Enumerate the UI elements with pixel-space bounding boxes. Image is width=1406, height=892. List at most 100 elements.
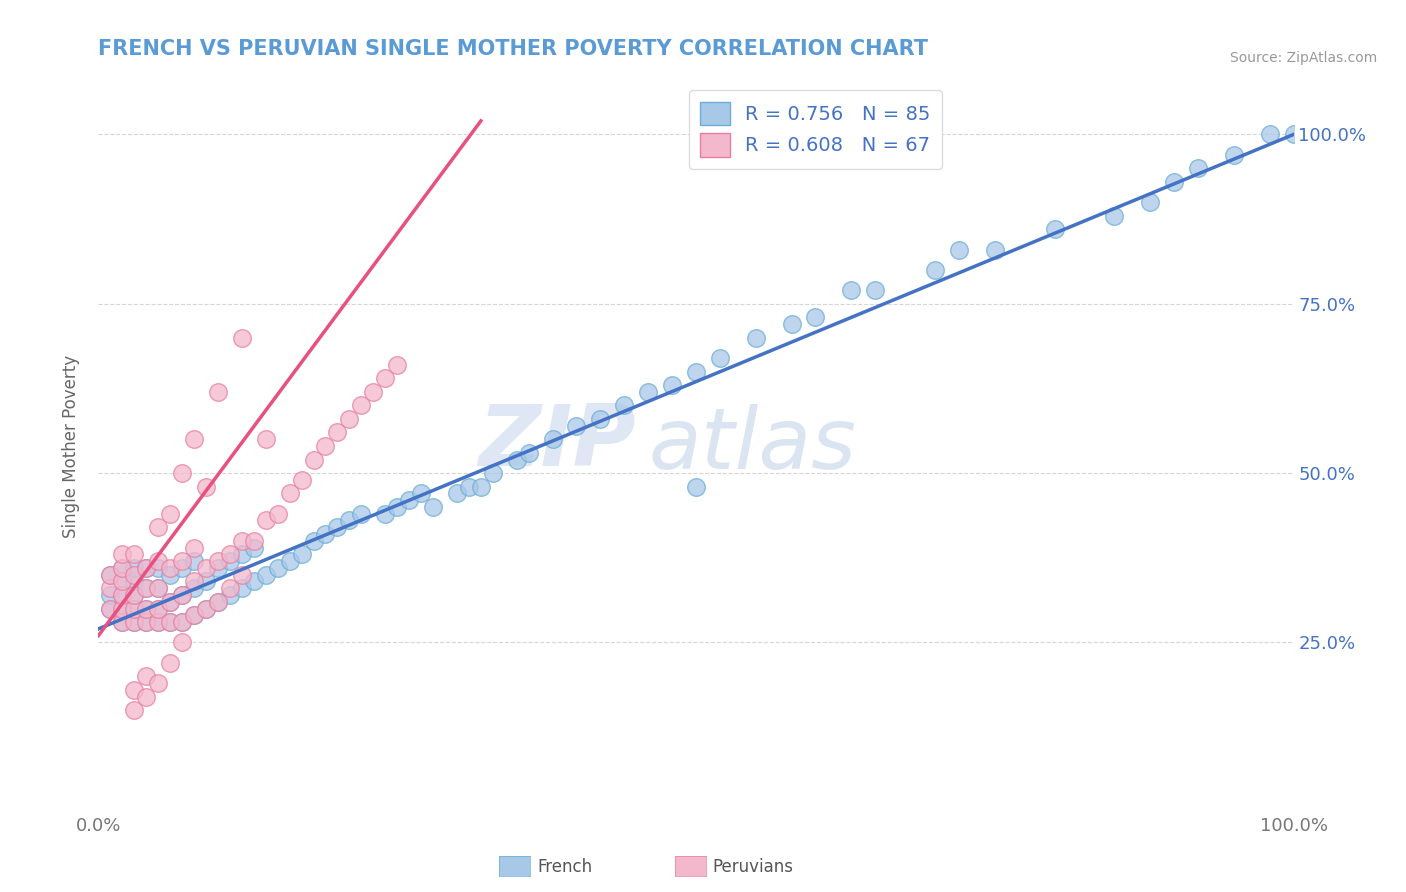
Point [148,561,170,575]
Point [135,690,157,704]
Point [745,331,768,345]
Point [685,364,707,378]
Point [135,601,157,615]
Point [841,283,863,297]
Point [207,595,229,609]
Point [195,574,218,589]
Point [350,398,373,412]
Point [111,615,134,629]
Point [254,514,277,528]
Point [135,581,157,595]
Point [111,601,134,615]
Point [124,682,146,697]
Point [231,547,253,561]
Text: Peruvians: Peruvians [713,858,794,876]
Point [124,567,146,582]
Point [183,574,205,589]
Point [135,581,157,595]
Point [924,263,946,277]
Point [124,601,146,615]
Point [219,581,242,595]
Point [159,567,181,582]
Point [135,615,157,629]
Point [350,507,373,521]
Point [111,601,134,615]
Point [589,412,612,426]
Point [243,533,266,548]
Point [267,561,290,575]
Point [135,561,157,575]
Point [159,507,181,521]
Point [278,554,301,568]
Point [183,541,205,555]
Point [135,561,157,575]
Point [124,615,146,629]
Point [517,446,540,460]
Point [1258,128,1281,142]
Point [865,283,887,297]
Point [984,243,1007,257]
Point [111,615,134,629]
Point [267,507,290,521]
Point [374,507,396,521]
Point [446,486,468,500]
Point [541,432,564,446]
Point [565,418,588,433]
Point [243,574,266,589]
Point [219,547,242,561]
Text: Source: ZipAtlas.com: Source: ZipAtlas.com [1230,51,1378,65]
Point [172,588,194,602]
Point [135,601,157,615]
Point [339,412,361,426]
Point [1139,195,1161,210]
Point [363,384,385,399]
Point [1163,175,1185,189]
Point [183,432,205,446]
Point [98,581,122,595]
Point [207,384,229,399]
Point [339,514,361,528]
Point [195,561,218,575]
Point [148,615,170,629]
Point [135,615,157,629]
Point [172,588,194,602]
Point [111,588,134,602]
Point [291,473,314,487]
Point [172,635,194,649]
Point [374,371,396,385]
Text: atlas: atlas [648,404,856,488]
Point [1104,209,1126,223]
Point [159,595,181,609]
Point [326,520,349,534]
Point [219,588,242,602]
Point [148,520,170,534]
Legend: R = 0.756   N = 85, R = 0.608   N = 67: R = 0.756 N = 85, R = 0.608 N = 67 [689,90,942,169]
Point [243,541,266,555]
Text: FRENCH VS PERUVIAN SINGLE MOTHER POVERTY CORRELATION CHART: FRENCH VS PERUVIAN SINGLE MOTHER POVERTY… [98,39,928,59]
Point [1187,161,1209,176]
Point [148,676,170,690]
Point [172,615,194,629]
Point [948,243,970,257]
Point [685,480,707,494]
Point [159,615,181,629]
Point [254,567,277,582]
Point [148,554,170,568]
Point [219,554,242,568]
Point [98,567,122,582]
Point [159,561,181,575]
Point [111,588,134,602]
Point [207,554,229,568]
Point [326,425,349,440]
Point [183,581,205,595]
Point [172,466,194,480]
Point [172,554,194,568]
Point [124,615,146,629]
Point [207,561,229,575]
Point [278,486,301,500]
Point [254,432,277,446]
Point [385,500,409,514]
Point [124,588,146,602]
Point [231,567,253,582]
Point [159,595,181,609]
